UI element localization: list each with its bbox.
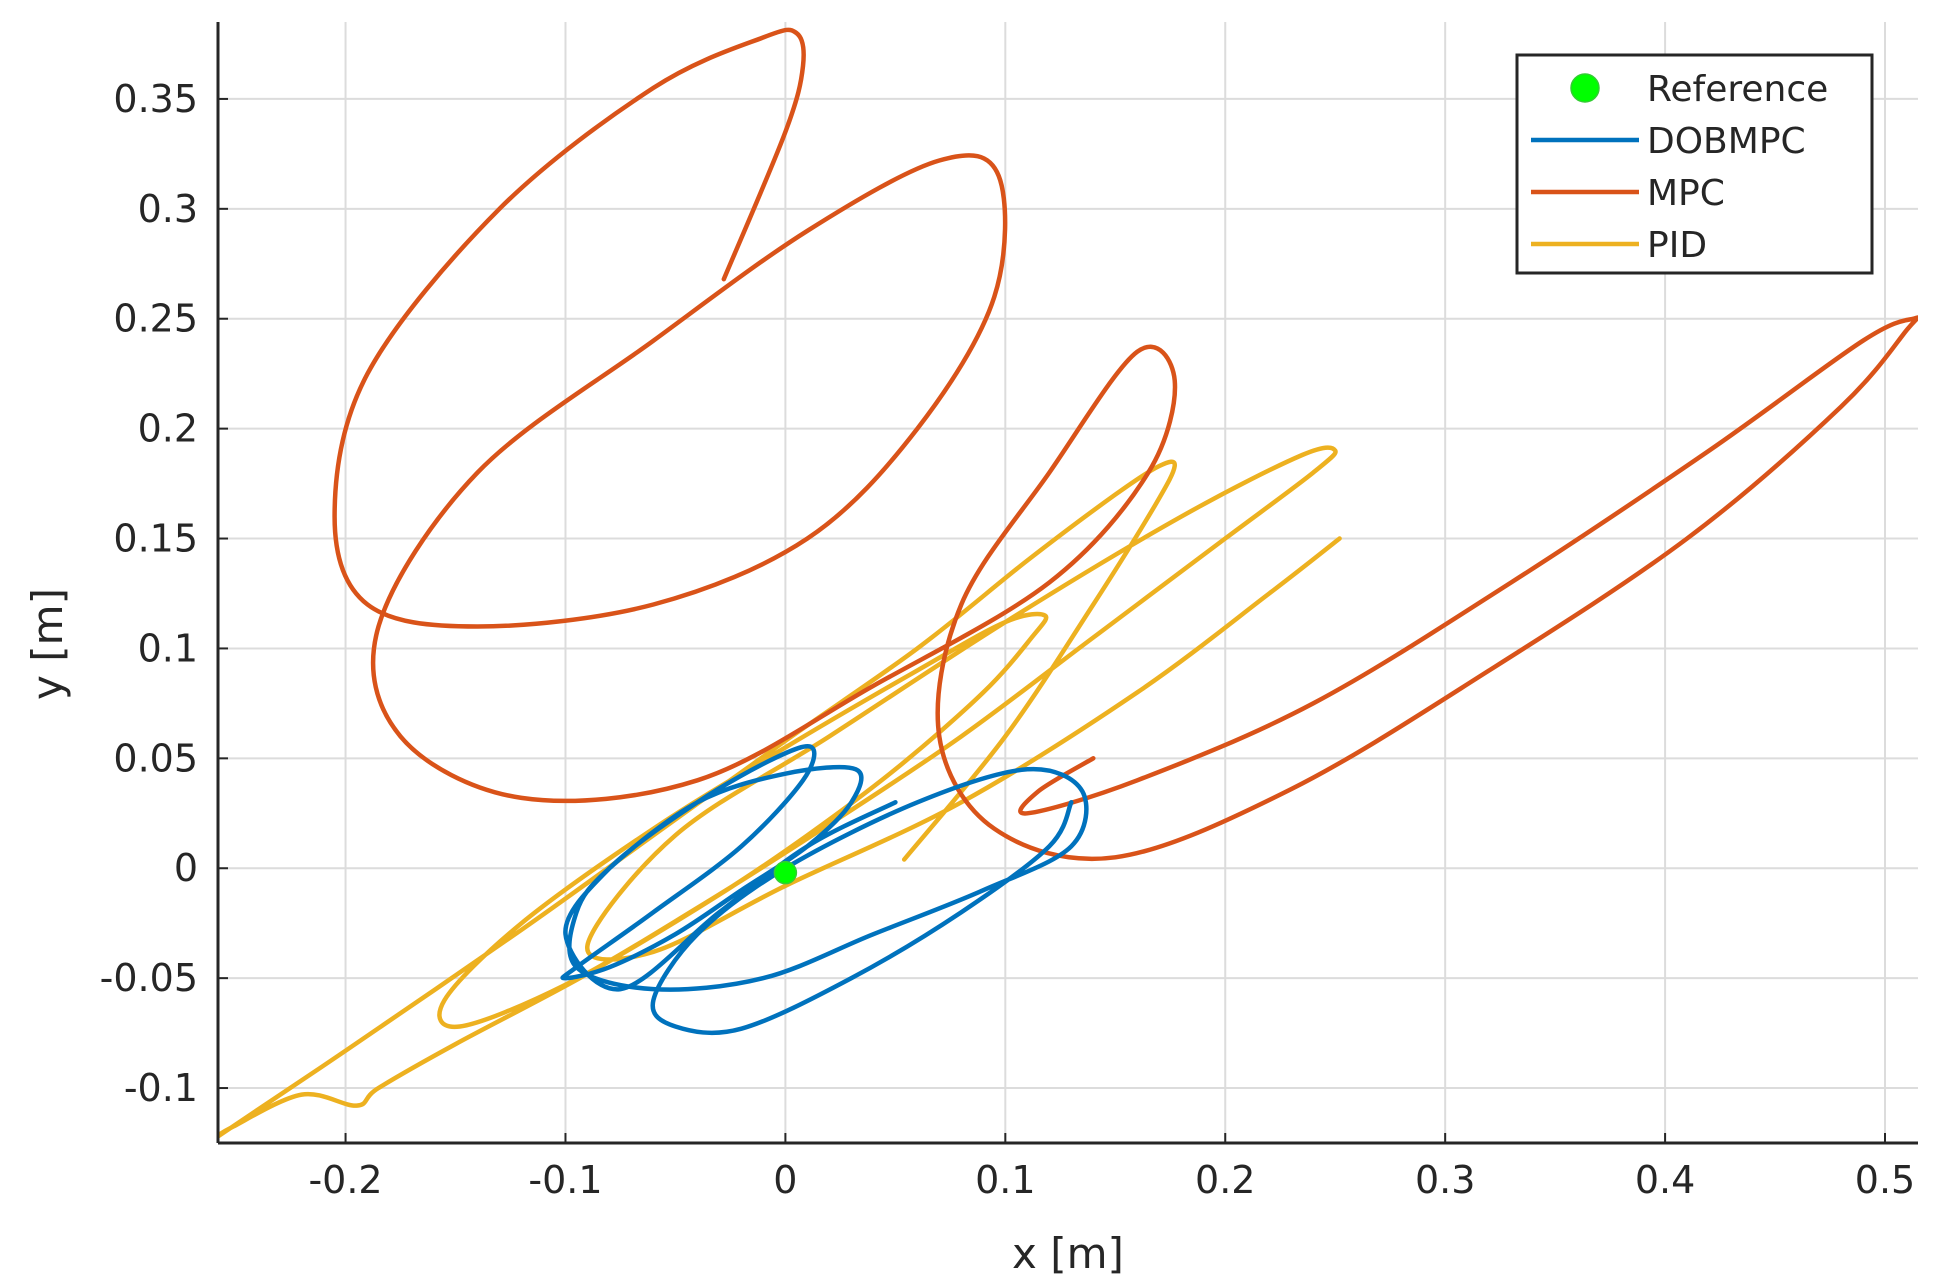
y-axis-label: y [m] bbox=[23, 588, 72, 700]
series-line-mpc bbox=[332, 27, 1918, 862]
x-tick-label-3: 0.1 bbox=[975, 1158, 1035, 1202]
legend-label-reference: Reference bbox=[1647, 69, 1828, 110]
x-tick-label-0: -0.2 bbox=[308, 1158, 382, 1202]
y-tick-label-0: -0.1 bbox=[124, 1066, 198, 1110]
x-tick-label-1: -0.1 bbox=[528, 1158, 602, 1202]
series-line-dobmpc bbox=[560, 744, 1089, 1036]
y-tick-label-4: 0.1 bbox=[138, 626, 198, 670]
x-axis-label: x [m] bbox=[1012, 1229, 1124, 1278]
y-tick-label-1: -0.05 bbox=[100, 956, 198, 1000]
x-tick-label-2: 0 bbox=[773, 1158, 797, 1202]
y-tick-label-6: 0.2 bbox=[138, 407, 198, 451]
x-tick-label-4: 0.2 bbox=[1195, 1158, 1255, 1202]
legend: Reference DOBMPC MPC PID bbox=[1515, 53, 1874, 275]
y-tick-label-2: 0 bbox=[174, 846, 198, 890]
x-tick-label-7: 0.5 bbox=[1855, 1158, 1915, 1202]
y-tick-label-5: 0.15 bbox=[113, 517, 198, 561]
legend-marker-reference bbox=[1570, 73, 1600, 103]
x-tick-label-6: 0.4 bbox=[1635, 1158, 1695, 1202]
legend-label-mpc: MPC bbox=[1647, 173, 1725, 214]
x-tick-label-5: 0.3 bbox=[1415, 1158, 1475, 1202]
grid bbox=[218, 22, 1918, 1143]
plot-area bbox=[218, 27, 1918, 1140]
series-line-pid bbox=[218, 445, 1342, 1140]
x-axis-ticks: -0.2 -0.1 0 0.1 0.2 0.3 0.4 0.5 bbox=[308, 1133, 1915, 1202]
y-tick-label-8: 0.3 bbox=[138, 187, 198, 231]
y-tick-label-3: 0.05 bbox=[113, 736, 198, 780]
legend-label-dobmpc: DOBMPC bbox=[1647, 121, 1806, 162]
y-tick-label-7: 0.25 bbox=[113, 297, 198, 341]
legend-label-pid: PID bbox=[1647, 225, 1707, 266]
y-tick-label-9: 0.35 bbox=[113, 77, 198, 121]
reference-point bbox=[773, 860, 798, 885]
y-axis-ticks: -0.1 -0.05 0 0.05 0.1 0.15 0.2 0.25 0.3 0.35 bbox=[100, 77, 228, 1110]
